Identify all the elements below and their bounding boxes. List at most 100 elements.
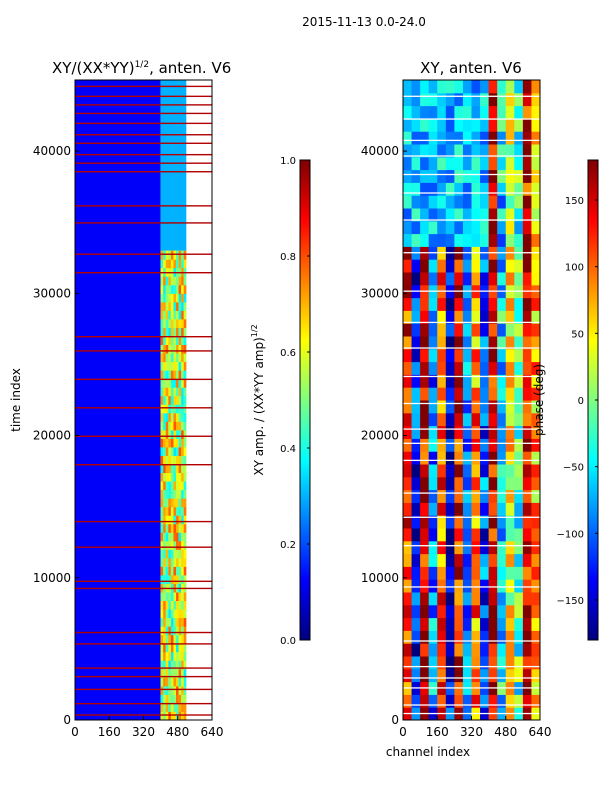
- amplitude-cell: [183, 446, 187, 456]
- phase-cell: [437, 272, 447, 286]
- colorbar-tick-label: 0.0: [280, 636, 296, 647]
- amplitude-cell: [163, 250, 166, 260]
- phase-cell: [522, 233, 532, 247]
- amplitude-cell: [160, 702, 164, 712]
- phase-cell: [531, 464, 540, 478]
- phase-gap-line: [403, 545, 540, 547]
- phase-cell: [403, 617, 413, 631]
- phase-cell: [497, 195, 507, 209]
- phase-cell: [480, 156, 490, 171]
- phase-cell: [462, 195, 472, 209]
- phase-cell: [411, 195, 421, 209]
- phase-cell: [497, 348, 507, 363]
- phase-cell: [420, 400, 430, 414]
- phase-cell: [428, 105, 438, 119]
- phase-cell: [505, 425, 515, 439]
- phase-cell: [403, 412, 413, 427]
- phase-cell: [531, 668, 540, 683]
- amplitude-cell: [183, 370, 187, 380]
- phase-cell: [471, 259, 481, 273]
- phase-cell: [403, 297, 413, 311]
- phase-cell: [454, 105, 464, 119]
- amplitude-cell: [160, 353, 164, 363]
- amplitude-cell: [173, 446, 177, 456]
- amplitude-cell: [181, 549, 184, 559]
- phase-cell: [420, 118, 430, 132]
- phase-cell: [471, 92, 481, 107]
- phase-cell: [514, 566, 524, 580]
- phase-cell: [531, 566, 540, 580]
- phase-cell: [497, 464, 507, 478]
- amplitude-cell: [183, 378, 187, 388]
- phase-cell: [514, 208, 524, 222]
- phase-cell: [420, 694, 430, 708]
- phase-cell: [480, 195, 490, 209]
- amplitude-colorbar-label: XY amp. / (XX*YY amp)1/2: [250, 324, 266, 475]
- amplitude-cell: [176, 404, 179, 414]
- amplitude-cell: [176, 259, 179, 269]
- amplitude-cell: [178, 609, 182, 619]
- amplitude-cell: [168, 634, 171, 644]
- phase-cell: [445, 131, 455, 145]
- phase-cell: [462, 579, 472, 593]
- amplitude-cell: [160, 455, 164, 465]
- amplitude-cell: [170, 344, 174, 354]
- y-tick-label: 40000: [33, 144, 71, 158]
- phase-cell: [437, 515, 447, 529]
- phase-cell: [497, 515, 507, 529]
- amplitude-cell: [178, 412, 182, 422]
- amplitude-cell: [165, 421, 169, 431]
- amplitude-cell: [173, 336, 177, 346]
- amplitude-cell: [173, 532, 177, 542]
- phase-cell: [514, 592, 524, 606]
- amplitude-cell: [168, 310, 171, 320]
- phase-cell: [454, 297, 464, 311]
- phase-cell: [420, 540, 430, 555]
- phase-gap-line: [403, 640, 540, 642]
- amplitude-cell: [165, 498, 169, 508]
- amplitude-cell: [173, 651, 177, 661]
- amplitude-streak: [75, 222, 212, 224]
- amplitude-cell: [160, 634, 164, 644]
- amplitude-cell: [168, 481, 171, 491]
- phase-cell: [454, 144, 464, 158]
- amplitude-cell: [183, 310, 187, 320]
- phase-cell: [420, 208, 430, 222]
- amplitude-cell: [176, 515, 179, 525]
- phase-cell: [514, 374, 524, 388]
- amplitude-cell: [176, 592, 179, 602]
- amplitude-cell: [173, 677, 177, 687]
- phase-cell: [420, 323, 430, 337]
- amplitude-cell: [173, 318, 177, 328]
- amplitude-cell: [173, 643, 177, 653]
- figure-suptitle: 2015-11-13 0.0-24.0: [302, 15, 426, 29]
- amplitude-colorbar-ticks: 0.0 0.2 0.4 0.6 0.8 1.0: [280, 156, 310, 647]
- phase-cell: [522, 374, 532, 388]
- phase-cell: [497, 387, 507, 401]
- amplitude-cell: [183, 276, 187, 286]
- amplitude-cell: [168, 353, 171, 363]
- amplitude-cell: [160, 293, 164, 303]
- phase-cell: [505, 566, 515, 580]
- phase-gap-line: [403, 95, 540, 97]
- phase-cell: [480, 643, 490, 657]
- amplitude-cell: [181, 387, 184, 397]
- phase-cell: [522, 259, 532, 273]
- phase-cell: [522, 553, 532, 567]
- phase-gap-line: [403, 687, 540, 689]
- phase-cell: [497, 540, 507, 555]
- amplitude-cell: [181, 617, 184, 627]
- amplitude-cell: [165, 250, 169, 260]
- phase-cell: [505, 80, 515, 94]
- phase-cell: [505, 387, 515, 401]
- phase-cell: [411, 617, 421, 631]
- phase-cell: [420, 617, 430, 631]
- phase-cell: [497, 208, 507, 222]
- phase-cell: [411, 92, 421, 107]
- phase-cell: [488, 566, 498, 580]
- phase-gap-line: [403, 402, 540, 405]
- phase-cell: [462, 182, 472, 196]
- phase-cell: [445, 233, 455, 247]
- amplitude-streak: [75, 378, 212, 381]
- amplitude-panel: XY/(XX*YY)1/2, anten. V6 0 160 320 480 640 0…: [9, 59, 231, 739]
